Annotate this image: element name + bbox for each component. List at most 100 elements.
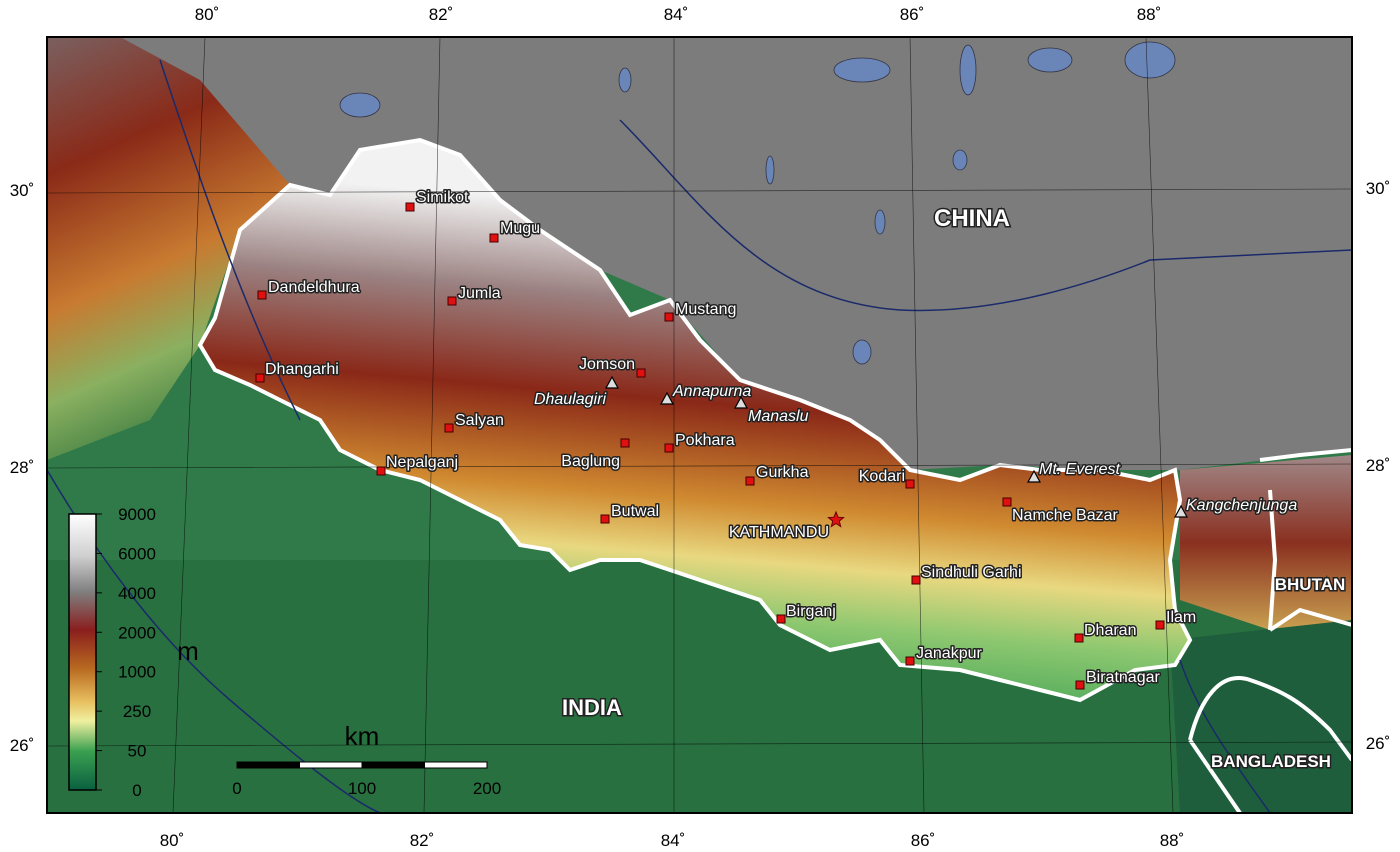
graticule-label: 84˚ [664,5,689,24]
legend-unit: m [177,636,199,666]
legend-label: 2000 [118,623,156,642]
river [159,59,301,421]
graticule-label: 88˚ [1137,5,1162,24]
city-marker [444,423,454,433]
city-marker [745,476,755,486]
city-label: Gurkha [756,464,809,481]
graticule-label: 82˚ [410,831,435,850]
color-bar [68,513,97,791]
bhutan-area [1180,455,1352,630]
legend-label: 50 [128,742,147,761]
graticule-line [172,36,206,814]
graticule-line [909,36,925,814]
graticule-label: 84˚ [661,831,686,850]
scale-segment [361,761,425,769]
graticule-label: 30˚ [10,181,35,200]
legend-label: 6000 [118,544,156,563]
graticule-label: 80˚ [160,831,185,850]
city-label: Ilam [1166,609,1196,626]
peak-marker [733,395,749,409]
legend-label: 4000 [118,584,156,603]
city-marker [911,575,921,585]
city-marker [600,514,610,524]
scale-label: 100 [348,779,376,798]
graticule-line [46,463,1353,469]
city-marker [664,312,674,322]
frame [46,36,1353,814]
city-label: Dharan [1084,622,1136,639]
graticule-label: 26˚ [10,736,35,755]
city-marker [664,443,674,453]
city-label: Janakpur [916,645,982,662]
graticule-label: 26˚ [1366,734,1391,753]
peak-marker [659,391,675,405]
peak-label: Dhaulagiri [534,391,606,408]
city-label: Namche Bazar [1012,507,1118,524]
city-label: Butwal [611,503,659,520]
river [1179,659,1271,813]
graticule-line [46,741,1353,747]
city-marker [1155,620,1165,630]
city-marker [405,202,415,212]
lake [1027,47,1073,73]
city-label: Baglung [561,453,620,470]
city-label: Kodari [859,468,905,485]
country-label: BANGLADESH [1211,752,1331,771]
city-marker [255,373,265,383]
lake [833,57,891,83]
city-label: Mustang [675,301,736,318]
lake [1124,41,1176,79]
capital-marker [827,510,845,528]
peak-label: Manaslu [748,408,809,425]
city-marker [447,296,457,306]
graticule-label: 82˚ [429,5,454,24]
city-label: Simikot [416,189,469,206]
scale-segment [424,761,488,769]
graticule-label: 86˚ [900,5,925,24]
terrain [47,37,1352,813]
city-marker [620,438,630,448]
legend-label: 1000 [118,663,156,682]
city-label: Biratnagar [1086,669,1160,686]
legend-label: 9000 [118,505,156,524]
city-marker [1002,497,1012,507]
city-label: Jomson [579,356,635,373]
city-marker [489,233,499,243]
country-label: CHINA [934,205,1010,232]
graticule-line [46,188,1353,194]
city-label: Birganj [786,603,836,620]
legend-label: 0 [132,781,141,800]
borders [1188,448,1352,813]
city-marker [1075,680,1085,690]
peak-marker [1026,469,1042,483]
city-label: Mugu [500,220,540,237]
legend-label: 250 [123,702,151,721]
bengal-area [1170,620,1352,813]
lake [959,44,977,96]
graticule-label: 30˚ [1366,179,1391,198]
city-label: Dandeldhura [268,279,360,296]
river [619,119,1352,312]
lake [339,92,381,118]
lake [852,339,872,365]
city-label: Jumla [458,285,501,302]
graticule-label: 88˚ [1160,831,1185,850]
scale-unit: km [345,721,380,751]
lakes [339,41,1176,365]
graticule-line [423,36,441,814]
lake [618,67,632,93]
scale-segment [299,761,363,769]
lake [765,155,775,185]
graticule-label: 28˚ [10,458,35,477]
graticule-label: 80˚ [195,5,220,24]
scale-label: 200 [473,779,501,798]
city-label: Pokhara [675,432,735,449]
city-marker [905,656,915,666]
city-marker [905,479,915,489]
scale-label: 0 [232,779,241,798]
scale-segment [236,761,300,769]
city-marker [257,290,267,300]
peak-label: Mt. Everest [1039,461,1120,478]
city-label: Dhangarhi [265,361,339,378]
